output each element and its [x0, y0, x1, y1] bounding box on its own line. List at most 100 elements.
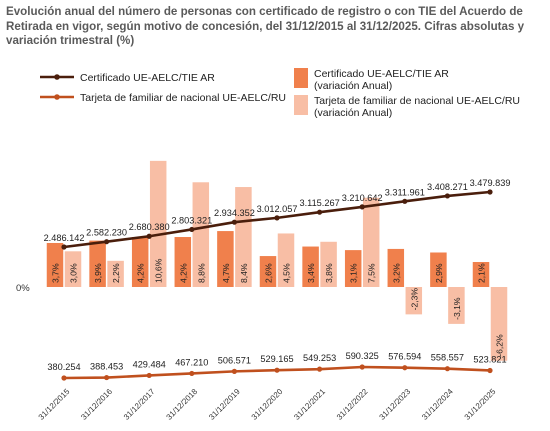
series-tarjeta-point-5 — [274, 367, 280, 373]
series-certificado-value-label-3: 2.803.321 — [171, 215, 212, 225]
chart-title-line-2: Retirada en vigor, según motivo de conce… — [6, 19, 525, 33]
legend-bar-tarjeta-label-2: (variación Anual) — [314, 107, 392, 119]
x-tick-label-4: 31/12/2019 — [207, 387, 242, 422]
series-certificado-point-8 — [402, 198, 408, 204]
series-tarjeta-point-3 — [189, 370, 195, 377]
bar-certificado-label-6: 3,4% — [306, 263, 316, 283]
series-tarjeta-value-label-4: 506.571 — [218, 355, 251, 365]
series-tarjeta-value-label-7: 590.325 — [346, 351, 379, 361]
series-certificado-point-5 — [274, 215, 280, 221]
series-tarjeta-point-9 — [444, 366, 450, 372]
zero-axis-label: 0% — [16, 283, 30, 294]
bar-certificado-5 — [259, 256, 277, 287]
x-tick-label-1: 31/12/2016 — [79, 387, 114, 422]
x-tick-label-0: 31/12/2015 — [37, 387, 72, 422]
series-certificado-point-3 — [189, 226, 195, 233]
bar-certificado-6 — [302, 246, 319, 287]
bar-tarjeta-5 — [277, 233, 295, 287]
legend-line-certificado-marker — [54, 74, 60, 80]
series-certificado-value-label-7: 3.210.642 — [342, 193, 383, 203]
bar-tarjeta-label-2: 10,6% — [154, 258, 164, 283]
bar-certificado-label-4: 4,7% — [221, 263, 231, 283]
bar-certificado-label-3: 4,2% — [178, 263, 188, 283]
bar-tarjeta-6 — [320, 241, 337, 287]
bar-tarjeta-1 — [107, 260, 124, 287]
series-tarjeta-point-6 — [317, 366, 323, 372]
legend-line-tarjeta-marker — [54, 94, 60, 100]
legend-line-tarjeta-label: Tarjeta de familiar de nacional UE-AELC/… — [80, 92, 286, 104]
series-tarjeta-value-label-10: 523.821 — [473, 354, 506, 364]
bar-certificado-label-8: 3,2% — [391, 263, 401, 283]
bar-tarjeta-label-4: 8,4% — [239, 263, 249, 283]
series-certificado-value-label-8: 3.311.961 — [385, 187, 425, 197]
series-tarjeta-value-label-6: 549.253 — [303, 353, 336, 363]
series-tarjeta-value-label-3: 467.210 — [175, 357, 208, 367]
bar-certificado-1 — [89, 240, 106, 287]
bar-tarjeta-label-8: -2,3% — [409, 288, 419, 311]
legend-bar-tarjeta-label: Tarjeta de familiar de nacional UE-AELC/… — [314, 95, 520, 107]
bar-tarjeta-label-6: 3,8% — [324, 263, 334, 283]
bar-tarjeta-4 — [235, 187, 252, 287]
series-tarjeta-point-4 — [231, 368, 237, 374]
chart-title-line-3: variación trimestral (%) — [6, 34, 135, 47]
x-tick-label-10: 31/12/2025 — [463, 387, 498, 422]
bar-tarjeta-label-10: -6,2% — [495, 334, 505, 357]
bar-tarjeta-7 — [362, 197, 380, 287]
bar-certificado-9 — [430, 252, 447, 287]
series-certificado-point-6 — [317, 209, 323, 215]
bar-certificado-4 — [217, 231, 234, 287]
x-tick-label-8: 31/12/2023 — [378, 387, 413, 422]
legend-bar-certificado-label: Certificado UE-AELC/TIE AR — [314, 68, 449, 80]
bar-tarjeta-label-0: 3,0% — [69, 263, 79, 283]
series-certificado-value-label-5: 3.012.057 — [257, 204, 298, 214]
bar-tarjeta-label-3: 8,8% — [196, 263, 206, 283]
bar-certificado-label-5: 2,6% — [264, 263, 274, 283]
series-certificado-point-4 — [231, 219, 237, 225]
legend-bar-certificado-label-2: (variación Anual) — [314, 80, 392, 92]
series-certificado-value-label-0: 2.486.142 — [44, 233, 85, 243]
x-tick-label-7: 31/12/2022 — [335, 387, 370, 422]
x-tick-label-6: 31/12/2021 — [292, 387, 327, 422]
bar-tarjeta-label-9: -3,1% — [452, 297, 462, 320]
bar-tarjeta-label-7: 7,5% — [367, 263, 377, 283]
series-tarjeta-point-0 — [61, 375, 67, 381]
bar-certificado-label-0: 3,7% — [51, 263, 61, 283]
bar-certificado-2 — [131, 237, 149, 287]
bar-certificado-label-7: 3,1% — [349, 263, 359, 283]
series-tarjeta-value-label-5: 529.165 — [260, 354, 293, 364]
bar-certificado-8 — [387, 248, 405, 287]
series-certificado-value-label-9: 3.408.271 — [427, 182, 468, 192]
bar-tarjeta-8 — [405, 287, 423, 315]
series-tarjeta-point-10 — [487, 367, 493, 374]
x-tick-label-2: 31/12/2017 — [122, 387, 157, 422]
series-tarjeta-value-label-1: 388.453 — [90, 362, 123, 372]
series-certificado-point-9 — [444, 193, 450, 199]
series-certificado-point-7 — [359, 204, 365, 210]
bar-tarjeta-9 — [448, 287, 465, 324]
series-tarjeta-value-label-0: 380.254 — [47, 362, 80, 372]
bar-tarjeta-10 — [490, 287, 508, 361]
series-certificado-value-label-4: 2.934.352 — [214, 208, 255, 218]
bar-certificado-label-2: 4,2% — [136, 263, 146, 283]
bar-tarjeta-0 — [64, 251, 82, 287]
x-tick-label-5: 31/12/2020 — [250, 387, 285, 422]
series-certificado-value-label-1: 2.582.230 — [86, 228, 127, 238]
bar-tarjeta-2 — [149, 160, 167, 287]
bar-certificado-10 — [472, 262, 490, 287]
chart-title-line-1: Evolución anual del número de personas c… — [6, 5, 523, 18]
series-certificado-point-10 — [487, 189, 493, 195]
bar-tarjeta-label-1: 2,2% — [111, 263, 121, 283]
bar-certificado-0 — [46, 242, 64, 287]
chart-title: Evolución anual del número de personas c… — [6, 5, 544, 49]
bar-certificado-7 — [344, 250, 362, 287]
series-tarjeta-point-1 — [104, 374, 110, 381]
legend-bar-certificado-swatch — [294, 68, 308, 88]
x-tick-label-3: 31/12/2018 — [165, 387, 200, 422]
series-certificado-point-1 — [104, 239, 110, 245]
legend-bar-tarjeta-swatch — [294, 95, 308, 115]
series-certificado-point-2 — [146, 233, 152, 239]
bar-certificado-label-9: 2,9% — [434, 263, 444, 283]
x-tick-label-9: 31/12/2024 — [420, 387, 455, 422]
series-certificado-value-label-2: 2.680.380 — [129, 222, 170, 232]
